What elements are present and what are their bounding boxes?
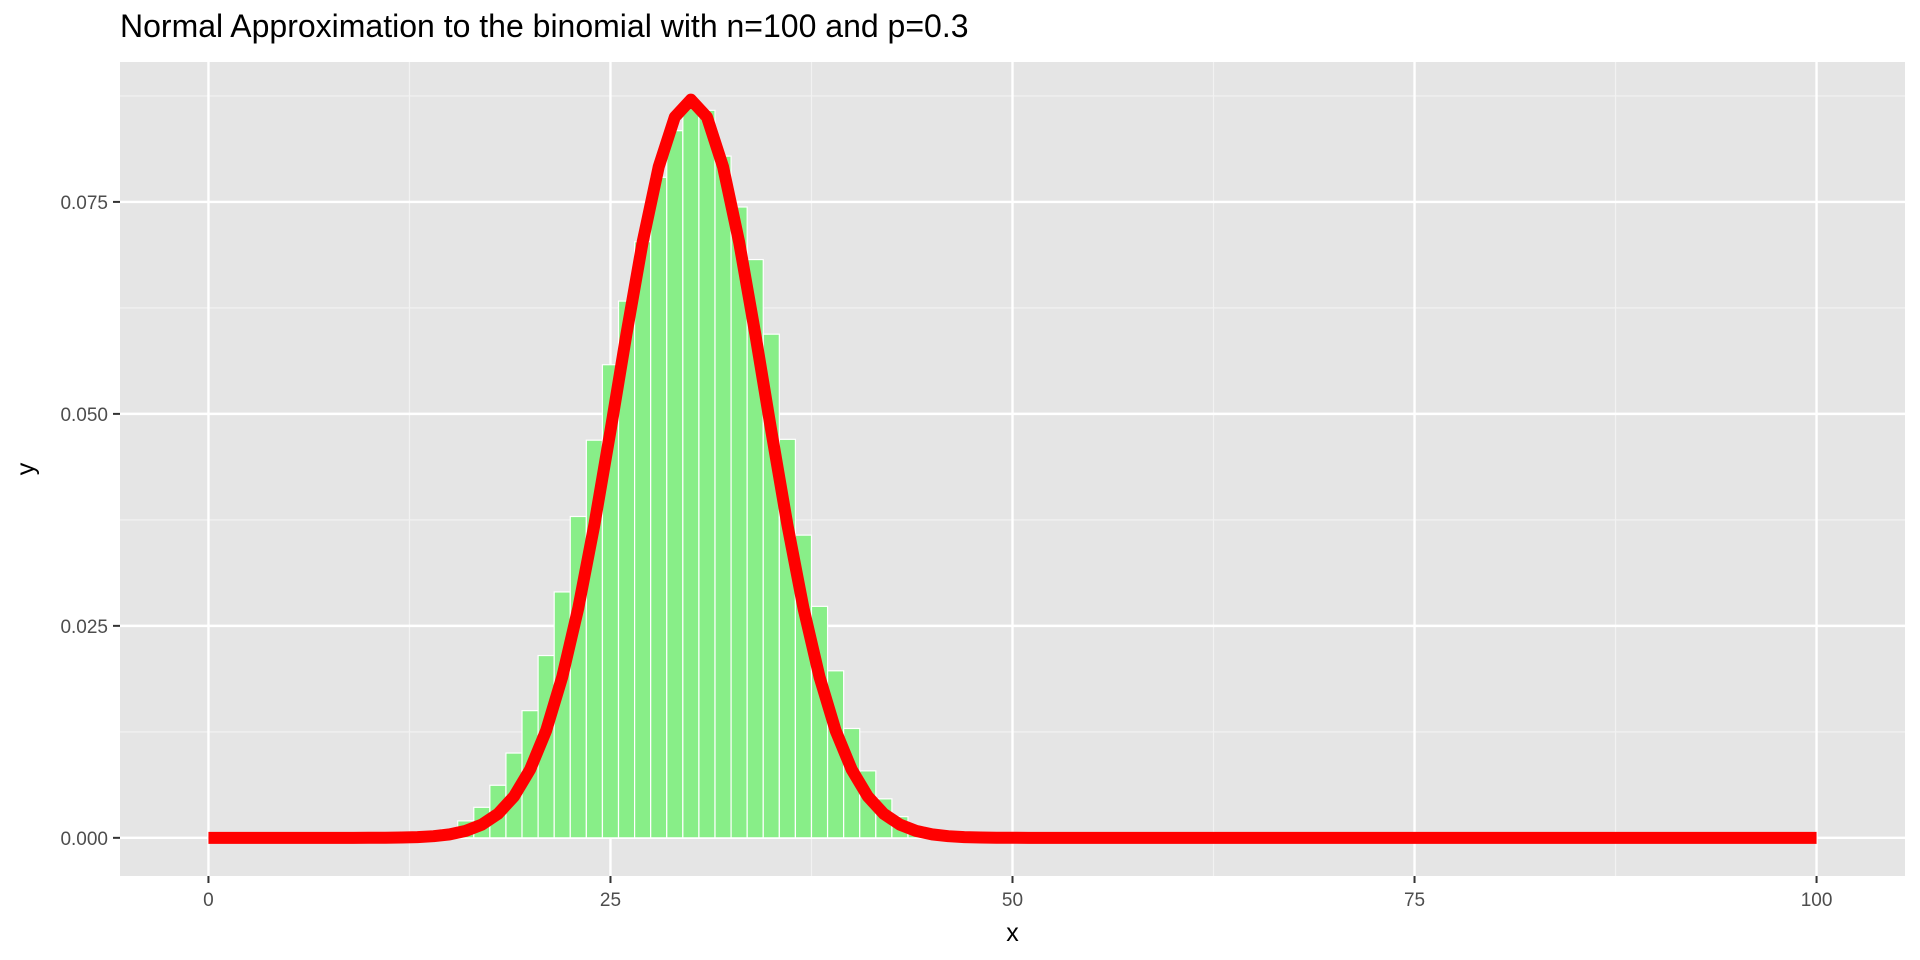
y-tick-label: 0.075 (60, 193, 108, 214)
bar (666, 130, 684, 839)
bar (698, 109, 716, 839)
x-tick-label: 25 (600, 890, 621, 911)
x-tick-label: 0 (203, 890, 214, 911)
bar (650, 176, 668, 839)
chart-title: Normal Approximation to the binomial wit… (120, 8, 969, 44)
bar (633, 241, 652, 839)
axes: 0 25 50 75 100 0.000 0.025 0.050 0.075 (60, 193, 1832, 911)
x-axis-title: x (1006, 919, 1019, 947)
x-tick-label: 75 (1404, 890, 1425, 911)
y-axis-title: y (12, 462, 40, 475)
normal-density-line (208, 93, 1817, 844)
y-tick-label: 0.050 (60, 405, 108, 426)
x-tick-label: 100 (1801, 890, 1833, 911)
x-tick-label: 50 (1002, 890, 1023, 911)
bar (682, 101, 700, 839)
grid-lines (120, 62, 1905, 876)
density-curve-layer (208, 93, 1817, 844)
y-tick-label: 0.025 (60, 617, 108, 638)
bar (714, 155, 732, 839)
y-tick-label: 0.000 (60, 829, 108, 850)
